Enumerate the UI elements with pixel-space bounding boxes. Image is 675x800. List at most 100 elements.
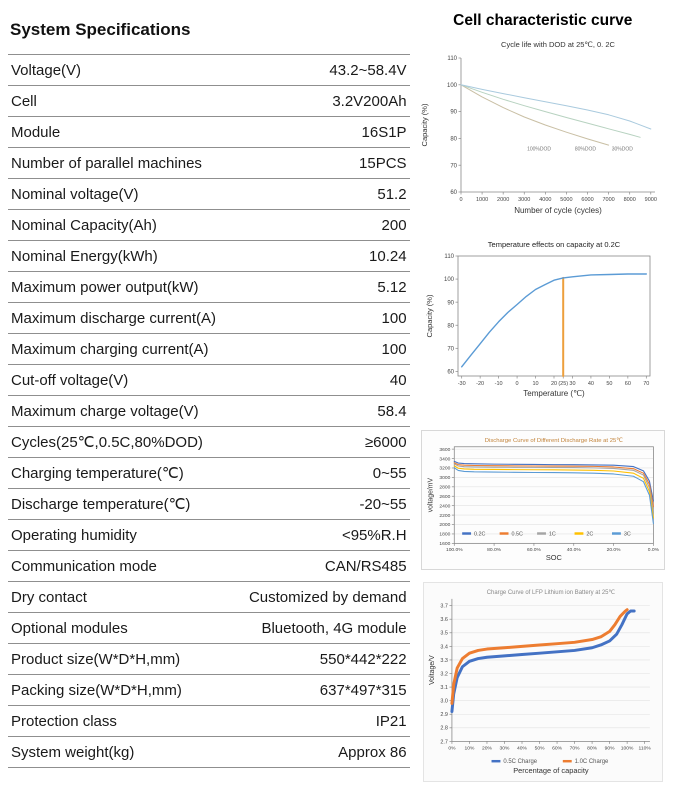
spec-label: Discharge temperature(℃) [11, 496, 191, 513]
spec-value: 16S1P [361, 123, 407, 141]
spec-value: 51.2 [377, 185, 407, 203]
svg-text:0%: 0% [448, 745, 456, 751]
svg-text:110%: 110% [638, 745, 651, 751]
spec-row: Maximum charging current(A) 100 [8, 334, 410, 365]
spec-label: Nominal voltage(V) [11, 185, 139, 203]
svg-text:100%DOD: 100%DOD [527, 146, 551, 152]
svg-text:5000: 5000 [560, 197, 572, 203]
svg-text:30%DOD: 30%DOD [612, 146, 634, 152]
spec-label: Communication mode [11, 557, 157, 575]
svg-text:100.0%: 100.0% [446, 547, 463, 553]
svg-text:0.5C: 0.5C [511, 531, 523, 537]
svg-text:60: 60 [625, 381, 631, 387]
svg-text:6000: 6000 [581, 197, 593, 203]
spec-value: 200 [381, 216, 407, 234]
svg-text:2000: 2000 [497, 197, 509, 203]
spec-label: Optional modules [11, 619, 128, 637]
svg-text:50%: 50% [534, 745, 544, 751]
svg-text:1C: 1C [549, 531, 556, 537]
svg-text:70: 70 [643, 381, 649, 387]
svg-text:3.4: 3.4 [440, 644, 448, 650]
svg-text:50: 50 [606, 381, 612, 387]
chart-discharge-rate: Discharge Curve of Different Discharge R… [415, 430, 671, 570]
spec-label: Protection class [11, 712, 117, 730]
spec-row: Packing size(W*D*H,mm) 637*497*315 [8, 675, 410, 706]
spec-value: Approx 86 [338, 743, 407, 761]
svg-text:Voltage/V: Voltage/V [429, 655, 436, 685]
svg-text:2400: 2400 [439, 503, 450, 509]
svg-text:-30: -30 [457, 381, 465, 387]
spec-value: <95%R.H [341, 526, 407, 544]
svg-text:3000: 3000 [439, 475, 450, 481]
svg-text:20: 20 [551, 381, 557, 387]
svg-text:80%DOD: 80%DOD [575, 146, 597, 152]
svg-text:40%: 40% [517, 745, 527, 751]
spec-label: Cycles(25℃,0.5C,80%DOD) [11, 434, 203, 451]
spec-label: Maximum discharge current(A) [11, 309, 217, 327]
spec-value: Bluetooth, 4G module [261, 619, 407, 637]
svg-text:20%: 20% [482, 745, 492, 751]
svg-text:2200: 2200 [439, 513, 450, 519]
svg-text:Capacity (%): Capacity (%) [425, 294, 434, 337]
svg-text:Cycle life with DOD at 25℃, 0.: Cycle life with DOD at 25℃, 0. 2C [501, 40, 615, 49]
spec-value: Customized by demand [248, 588, 407, 606]
svg-text:0.5C Charge: 0.5C Charge [503, 759, 537, 765]
svg-text:2800: 2800 [439, 485, 450, 491]
svg-text:80: 80 [447, 323, 454, 329]
svg-text:3.0: 3.0 [440, 699, 448, 705]
svg-text:100: 100 [444, 277, 455, 283]
svg-text:7000: 7000 [602, 197, 614, 203]
spec-label: System weight(kg) [11, 743, 135, 761]
spec-label: Maximum power output(kW) [11, 278, 199, 296]
spec-label: Module [11, 123, 61, 141]
svg-text:110: 110 [444, 254, 454, 260]
spec-row: Operating humidity <95%R.H [8, 520, 410, 551]
spec-row: Cell 3.2V200Ah [8, 86, 410, 117]
spec-section: System Specifications Voltage(V) 43.2~58.… [8, 8, 410, 792]
spec-label: Cut-off voltage(V) [11, 371, 129, 389]
svg-text:110: 110 [447, 56, 457, 62]
spec-row: System weight(kg) Approx 86 [8, 737, 410, 768]
svg-text:90%: 90% [604, 745, 614, 751]
spec-label: Number of parallel machines [11, 154, 202, 172]
svg-text:0.2C: 0.2C [474, 531, 486, 537]
svg-text:3600: 3600 [439, 447, 450, 453]
spec-value: IP21 [375, 712, 407, 730]
svg-text:3C: 3C [624, 531, 631, 537]
svg-text:40.0%: 40.0% [567, 547, 582, 553]
curves-section: Cell characteristic curve Cycle life wit… [415, 8, 671, 792]
spec-row: Product size(W*D*H,mm) 550*442*222 [8, 644, 410, 675]
spec-value: 15PCS [359, 154, 407, 172]
svg-text:1600: 1600 [439, 541, 450, 547]
svg-text:100%: 100% [621, 745, 634, 751]
spec-value: 40 [389, 371, 407, 389]
svg-text:3.5: 3.5 [440, 631, 448, 637]
spec-value: 5.12 [377, 278, 407, 296]
spec-row: Maximum discharge current(A) 100 [8, 303, 410, 334]
svg-text:30%: 30% [499, 745, 509, 751]
svg-text:0.0%: 0.0% [648, 547, 660, 553]
spec-row: Protection class IP21 [8, 706, 410, 737]
svg-text:3.1: 3.1 [440, 685, 448, 691]
svg-text:4000: 4000 [539, 197, 551, 203]
spec-label: Operating humidity [11, 526, 137, 544]
spec-row: Nominal Capacity(Ah) 200 [8, 210, 410, 241]
svg-text:2.9: 2.9 [440, 712, 448, 718]
svg-text:80%: 80% [587, 745, 597, 751]
svg-text:Charge Curve of LFP Lithium io: Charge Curve of LFP Lithium ion Battery … [487, 590, 616, 596]
spec-label: Nominal Capacity(Ah) [11, 216, 157, 234]
spec-row: Discharge temperature(℃) -20~55 [8, 489, 410, 520]
spec-row: Communication mode CAN/RS485 [8, 551, 410, 582]
svg-text:80: 80 [450, 137, 457, 143]
svg-text:3.3: 3.3 [440, 658, 448, 664]
svg-text:Temperature (℃): Temperature (℃) [523, 389, 585, 398]
svg-text:90: 90 [447, 300, 454, 306]
svg-text:2600: 2600 [439, 494, 450, 500]
spec-row: Maximum charge voltage(V) 58.4 [8, 396, 410, 427]
spec-value: 43.2~58.4V [329, 61, 407, 79]
svg-text:80.0%: 80.0% [487, 547, 502, 553]
spec-value: CAN/RS485 [324, 557, 407, 575]
spec-label: Maximum charge voltage(V) [11, 402, 199, 420]
svg-text:-10: -10 [494, 381, 502, 387]
